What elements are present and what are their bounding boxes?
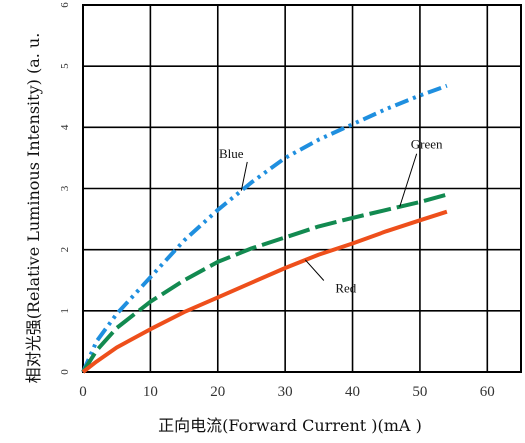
x-tick-label: 0 — [79, 384, 87, 400]
x-tick-label: 50 — [412, 384, 427, 400]
grid-lines — [82, 4, 522, 373]
y-tick-label: 3 — [59, 185, 71, 191]
annotation-leader-red — [304, 259, 325, 281]
x-tick-label: 20 — [210, 384, 225, 400]
annotation-leader-blue — [240, 161, 248, 191]
y-tick-labels: 0 1 2 3 4 5 6 — [59, 2, 71, 375]
x-tick-labels: 0 10 20 30 40 50 60 — [79, 384, 495, 400]
y-tick-label: 6 — [59, 2, 71, 8]
y-tick-label: 0 — [59, 369, 71, 375]
y-tick-label: 4 — [59, 124, 71, 130]
x-axis-label: 正向电流(Forward Current )(mA ) — [158, 416, 422, 435]
series-line-blue — [81, 83, 448, 373]
plot-frame — [82, 4, 522, 373]
series-line-red — [81, 209, 448, 374]
annotation-green: Green — [411, 137, 443, 152]
x-tick-label: 60 — [480, 384, 495, 400]
annotations: Blue Green Red — [219, 137, 443, 296]
y-tick-label: 5 — [59, 63, 71, 69]
y-axis-label: 相对光强(Relative Luminous Intensity) (a. u. — [24, 33, 43, 384]
series-lines — [81, 83, 448, 374]
y-tick-label: 2 — [59, 247, 71, 253]
annotation-red: Red — [335, 280, 356, 295]
annotation-blue: Blue — [219, 146, 244, 161]
x-tick-label: 40 — [345, 384, 360, 400]
y-tick-label: 1 — [59, 308, 71, 314]
annotation-leader-green — [399, 153, 418, 207]
series-line-green — [81, 192, 448, 374]
x-tick-label: 10 — [143, 384, 158, 400]
x-tick-label: 30 — [278, 384, 293, 400]
